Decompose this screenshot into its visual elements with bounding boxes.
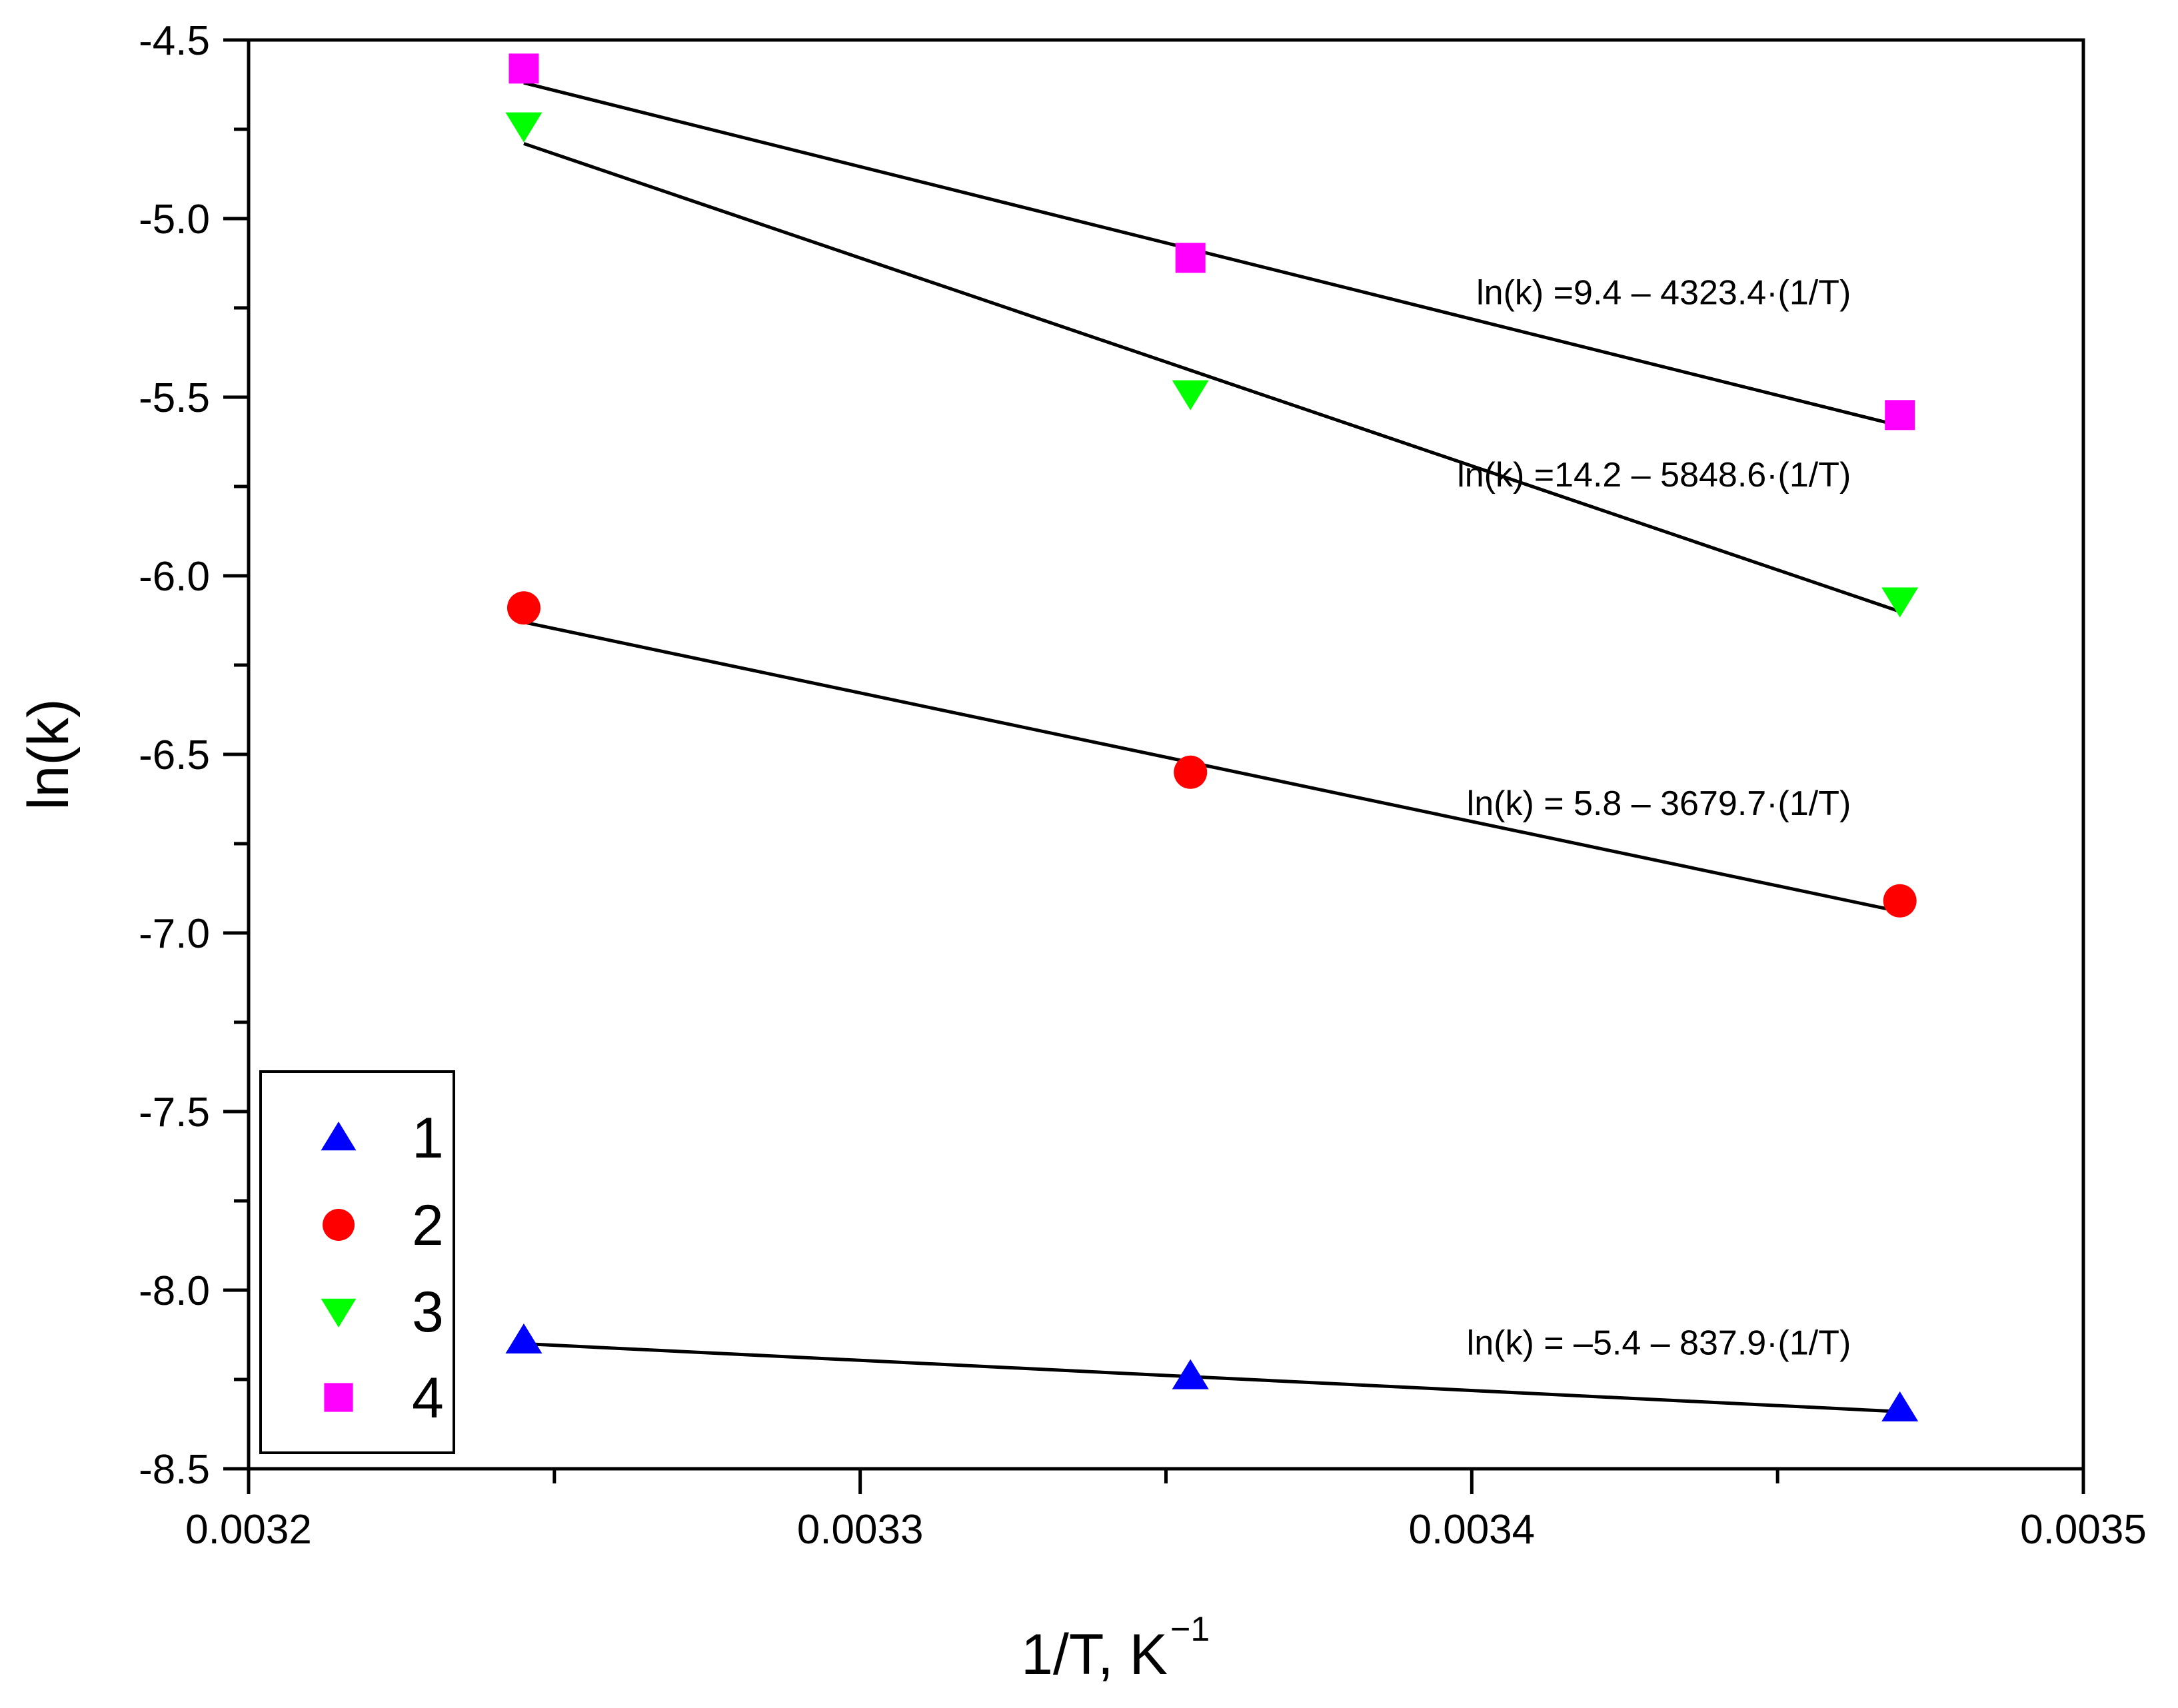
x-axis-ticks: 0.0032 0.0033 0.0034 0.0035: [185, 1469, 2147, 1553]
data-point-series-1: [1881, 1391, 1919, 1421]
fit-equations: ln(k) =9.4 – 4323.4·(1/T) ln(k) =14.2 – 5…: [1457, 274, 1851, 1363]
y-tick-label: -7.5: [139, 1090, 210, 1136]
fit-equation-label: ln(k) =9.4 – 4323.4·(1/T): [1476, 274, 1851, 313]
x-axis-title-superscript: −1: [1170, 1610, 1210, 1649]
legend-label: 1: [412, 1106, 444, 1170]
fit-equation-label: ln(k) =14.2 – 5848.6·(1/T): [1457, 456, 1851, 494]
legend-marker-series-4: [324, 1383, 353, 1412]
fit-equation-label: ln(k) = –5.4 – 837.9·(1/T): [1467, 1323, 1851, 1362]
data-point-series-3: [1881, 587, 1919, 618]
y-axis-title: ln(k): [17, 698, 81, 810]
fit-equation-label: ln(k) = 5.8 – 3679.7·(1/T): [1467, 784, 1851, 823]
data-point-series-2: [1174, 755, 1208, 789]
legend-marker-series-3: [321, 1298, 357, 1327]
data-point-series-4: [509, 53, 539, 84]
x-tick-label: 0.0034: [1409, 1507, 1536, 1553]
y-tick-label: -6.5: [139, 732, 210, 778]
y-tick-label: -6.0: [139, 554, 210, 600]
data-point-series-4: [1175, 243, 1206, 273]
data-point-series-4: [1885, 400, 1915, 430]
x-axis-title: 1/T, K: [1021, 1623, 1168, 1687]
y-tick-label: -8.5: [139, 1447, 210, 1493]
y-tick-label: -4.5: [139, 18, 210, 64]
fit-line-series-2: [523, 620, 1901, 914]
data-point-series-2: [1883, 884, 1917, 918]
y-tick-label: -8.0: [139, 1268, 210, 1314]
legend-label: 2: [412, 1194, 444, 1258]
y-axis-ticks: -4.5 -5.0 -5.5 -6.0 -6.5 -7.0 -7.5 -8.0 -8.5: [139, 18, 249, 1493]
x-tick-label: 0.0033: [797, 1507, 924, 1553]
y-tick-label: -5.0: [139, 197, 210, 243]
x-tick-label: 0.0035: [2020, 1507, 2147, 1553]
fit-line-series-3: [523, 142, 1901, 613]
legend-label: 3: [412, 1280, 444, 1344]
data-point-series-2: [507, 591, 541, 625]
y-tick-label: -7.0: [139, 911, 210, 957]
legend-marker-series-1: [321, 1122, 357, 1151]
legend: 1 2 3 4: [259, 1070, 455, 1454]
data-point-series-3: [505, 112, 543, 143]
data-point-series-3: [1172, 380, 1209, 411]
data-point-series-1: [1172, 1359, 1209, 1389]
fit-line-series-4: [523, 81, 1901, 428]
y-tick-label: -5.5: [139, 375, 210, 421]
plot-frame: [247, 38, 2085, 1471]
fit-lines: [523, 81, 1901, 1413]
legend-marker-series-2: [323, 1209, 355, 1241]
fit-line-series-1: [523, 1341, 1900, 1413]
legend-label: 4: [412, 1366, 444, 1430]
data-point-series-1: [505, 1323, 543, 1354]
data-points: [505, 53, 1919, 1421]
x-tick-label: 0.0032: [185, 1507, 312, 1553]
legend-box: [259, 1070, 455, 1454]
